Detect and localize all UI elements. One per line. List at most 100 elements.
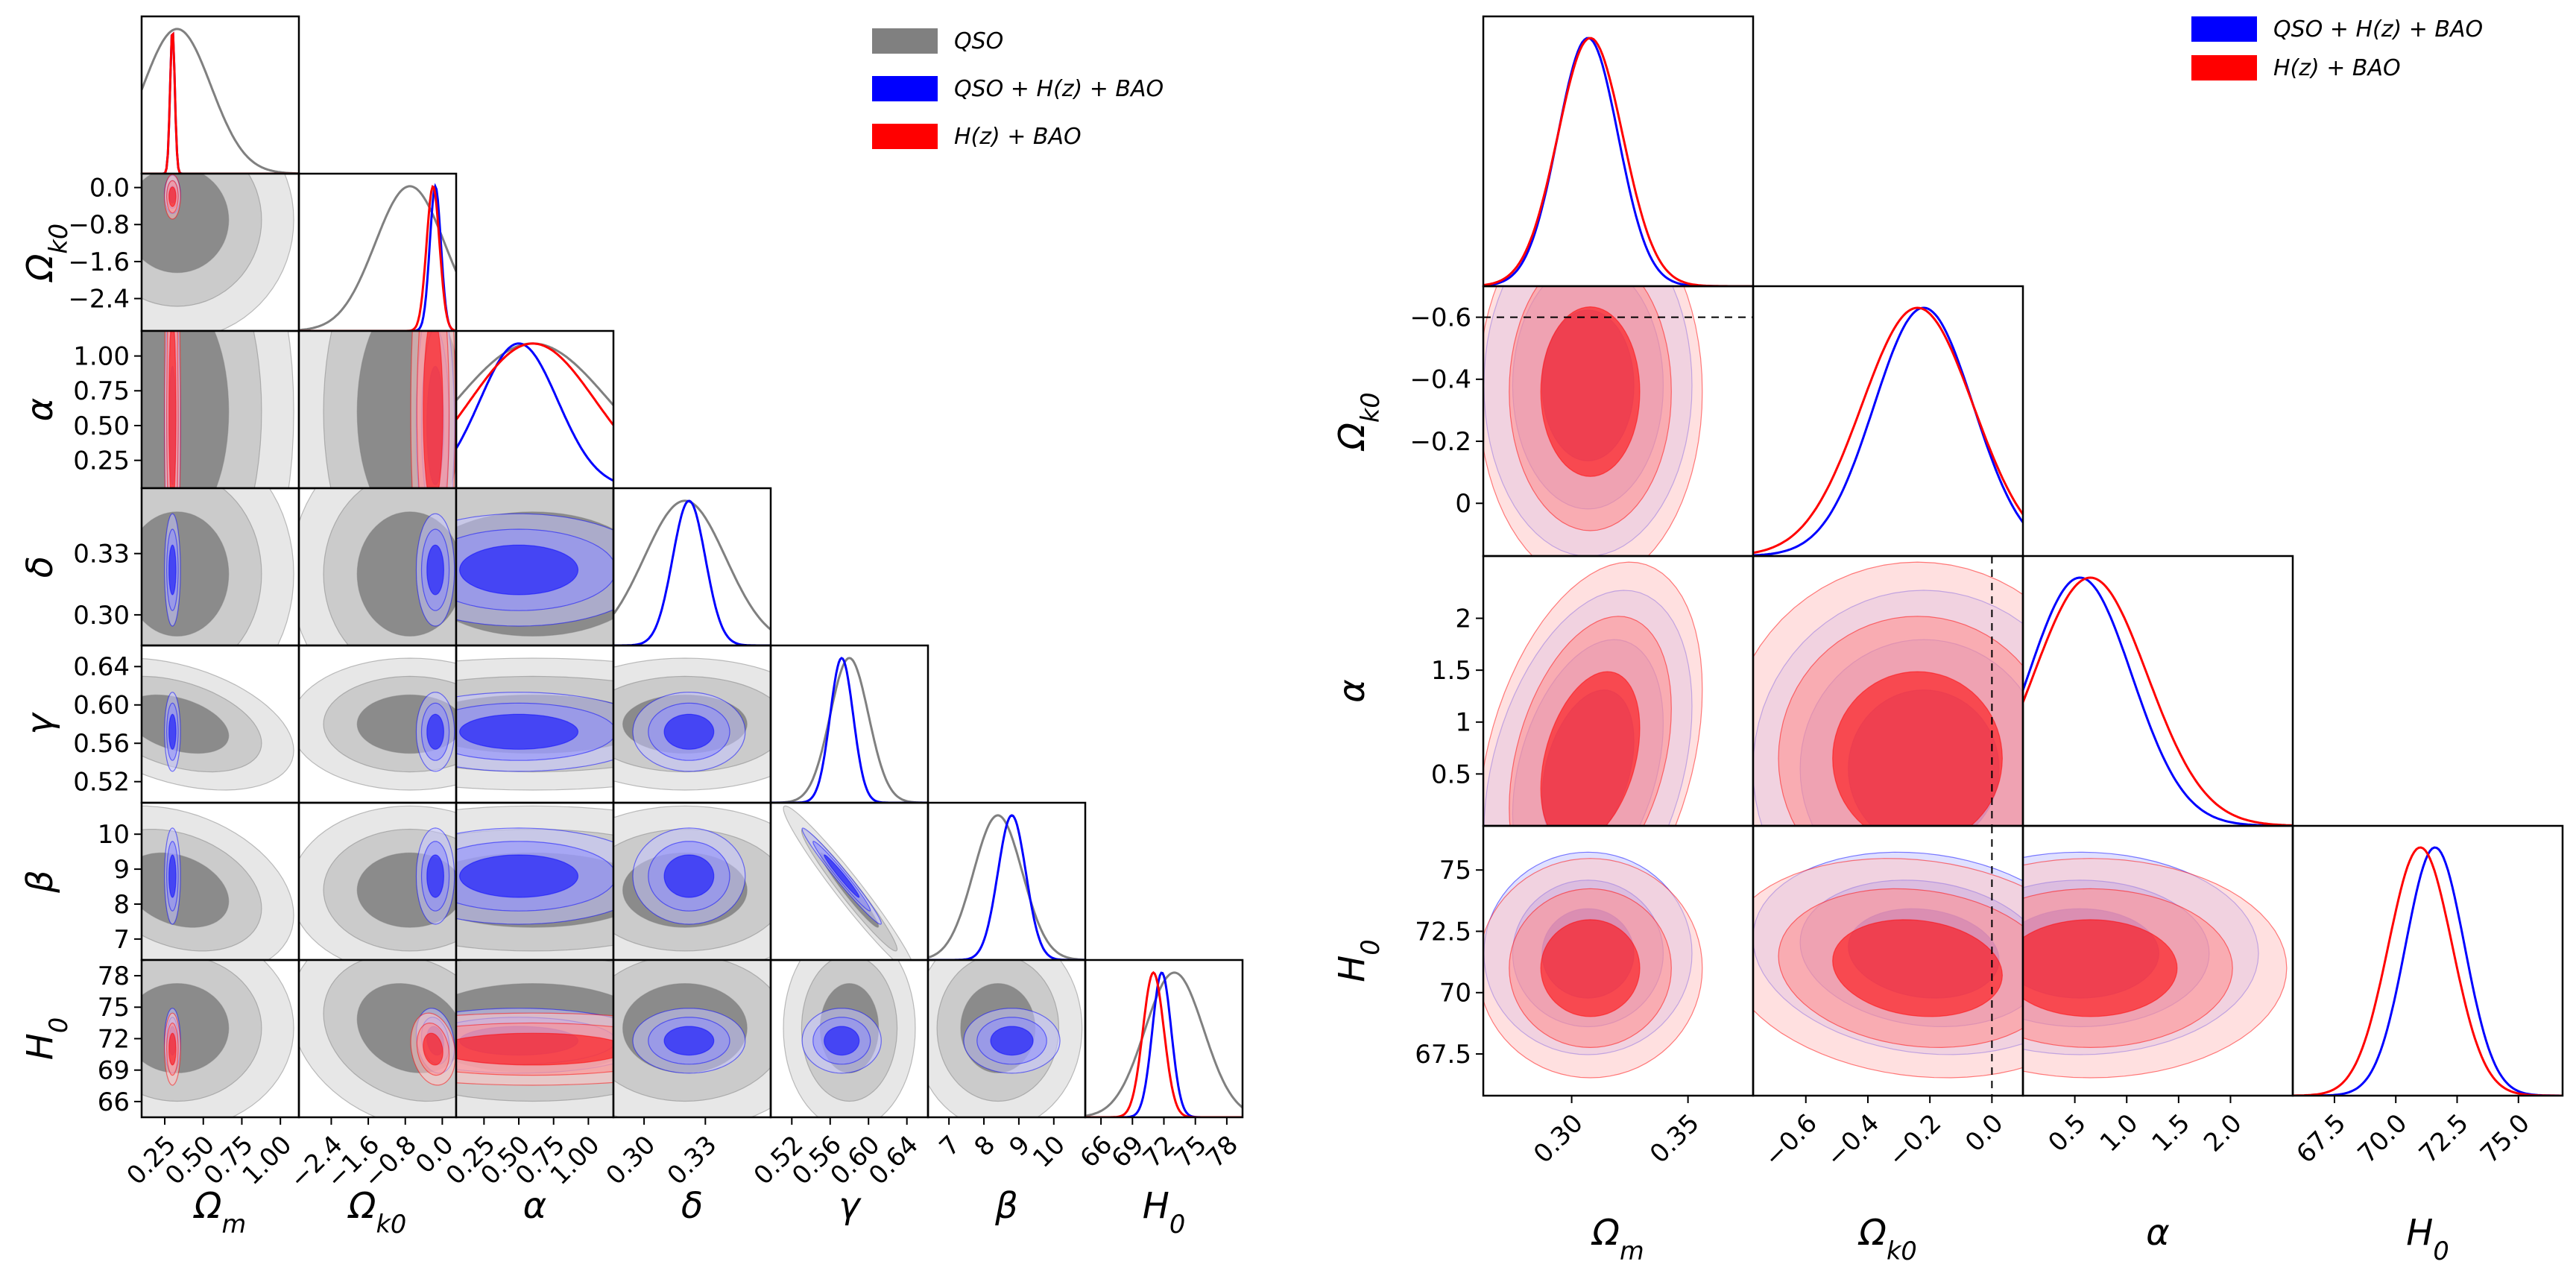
marginal-qso: [613, 499, 771, 631]
panel-om-om: [1482, 15, 1755, 288]
legend-label: QSO + H(z) + BAO: [2273, 16, 2483, 42]
y-axis-label-ok: Ωk0: [1331, 392, 1385, 452]
panel-ga-om: 0.52 0.56 0.60 0.64: [73, 644, 300, 804]
marginal-hzbao: [2023, 576, 2293, 826]
contour-hzbao-1sigma: [168, 1032, 177, 1066]
panel-h0-be: 7 8 910: [926, 959, 1087, 1174]
panel-h0-ok: −2.4−1.6−0.80.0: [284, 959, 460, 1195]
panel-be-ok: [297, 801, 458, 962]
panel-be-be: [926, 801, 1087, 962]
marginal-qso: [456, 342, 613, 406]
contour-qsohzbao-1sigma: [824, 854, 860, 898]
x-tick-label: 75.0: [2475, 1108, 2536, 1169]
x-tick-label: 8: [969, 1130, 1002, 1163]
panel-om-om: [140, 15, 300, 175]
contour-qsohzbao-1sigma: [426, 713, 445, 750]
panel-al-om: 0.25 0.50 0.75 1.00: [73, 329, 300, 490]
contour-qsohzbao-1sigma: [426, 854, 445, 898]
marginal-qsohzbao: [928, 814, 1085, 960]
y-tick-label: 0.33: [73, 540, 130, 569]
contour-qsohzbao-1sigma: [990, 1026, 1034, 1056]
marginal-hzbao: [1753, 306, 2023, 555]
y-axis-label-h0: H0: [19, 1017, 73, 1060]
x-tick-label: 72.5: [2414, 1108, 2475, 1169]
x-axis-label-ok: Ωk0: [1857, 1212, 1917, 1266]
panel-ok-om: 0 −0.2 −0.4 −0.6: [1409, 285, 1755, 558]
marginal-qsohzbao: [1085, 971, 1243, 1117]
contour-hzbao-1sigma: [456, 1032, 613, 1066]
contour-qsohzbao-1sigma: [458, 854, 579, 898]
marginal-qsohzbao: [456, 342, 613, 482]
panel-frame: [612, 487, 772, 647]
y-tick-label: 0.75: [73, 376, 130, 406]
panel-be-om: 7 8 9 10: [98, 801, 300, 962]
marginal-hzbao: [456, 342, 613, 426]
panel-de-de: [612, 487, 772, 647]
y-tick-label: 10: [98, 820, 130, 850]
panel-ok-om: −2.4 −1.6 −0.8 0.0: [68, 172, 300, 332]
x-tick-label: 1.0: [2094, 1108, 2144, 1158]
y-tick-label: 0.56: [73, 729, 130, 759]
panel-frame: [769, 644, 929, 804]
marginal-qso: [928, 814, 1085, 960]
panel-al-ok: [1752, 555, 2024, 827]
panel-h0-ok: −0.6−0.4−0.2 0.0: [1752, 824, 2024, 1173]
contour-qso-1sigma: [142, 694, 230, 754]
contour-qso-1sigma: [142, 511, 230, 637]
contour-qsohzbao-1sigma: [663, 854, 715, 898]
panel-h0-ga: 0.520.560.600.64: [748, 959, 929, 1191]
y-tick-label: 66: [98, 1087, 130, 1117]
y-tick-label: 70: [1439, 979, 1471, 1008]
panel-frame: [2291, 824, 2564, 1097]
legend-swatch: [2191, 55, 2257, 80]
y-axis-label-be: β: [19, 870, 61, 894]
panel-ga-ok: [297, 644, 458, 804]
marginal-qso: [771, 657, 928, 803]
contour-qso-1sigma: [142, 982, 230, 1073]
panel-frame: [1752, 285, 2024, 558]
panel-h0-om: 0.30 0.35 67.5 70 72.5 75: [1415, 824, 1755, 1169]
y-tick-label: 72.5: [1415, 917, 1471, 947]
y-tick-label: 1.00: [73, 342, 130, 372]
y-axis-label-h0: H0: [1331, 939, 1385, 982]
panel-ga-al: [455, 644, 615, 804]
y-axis-label-al: α: [19, 398, 61, 422]
y-tick-label: 0.60: [73, 691, 130, 721]
legend-label: QSO: [954, 28, 1003, 54]
legend-swatch: [872, 124, 938, 149]
contour-hzbao-1sigma: [168, 331, 177, 488]
y-tick-label: 0.52: [73, 768, 130, 798]
y-tick-label: 0.5: [1431, 760, 1471, 789]
x-tick-label: 2.0: [2198, 1108, 2248, 1158]
x-tick-label: 78: [1200, 1130, 1244, 1174]
y-axis-label-de: δ: [19, 556, 61, 578]
marginal-hzbao: [1483, 37, 1753, 286]
x-axis-label-de: δ: [681, 1185, 703, 1227]
x-tick-label: 1.5: [2147, 1108, 2197, 1158]
contour-hzbao-1sigma: [1540, 671, 1641, 826]
contour-qsohzbao-1sigma: [426, 544, 445, 596]
contour-hzbao-1sigma: [1540, 919, 1641, 1017]
x-tick-label: 0.30: [600, 1130, 661, 1191]
legend-swatch: [2191, 16, 2257, 42]
y-tick-label: 9: [113, 855, 130, 885]
y-tick-label: 0.64: [73, 652, 130, 682]
panel-al-al: [2021, 555, 2294, 827]
marginal-qsohzbao: [2293, 846, 2563, 1096]
contour-hzbao-1sigma: [1832, 919, 2004, 1017]
panel-be-de: [612, 801, 772, 962]
x-tick-label: 0.35: [1644, 1108, 1705, 1169]
x-axis-label-om: Ωm: [193, 1185, 246, 1239]
x-axis-label-h0: H0: [2406, 1212, 2449, 1266]
contour-qsohzbao-1sigma: [824, 1026, 860, 1056]
y-tick-label: 0.30: [73, 601, 130, 631]
marginal-hzbao: [142, 31, 299, 174]
marginal-qso: [142, 28, 299, 174]
y-axis-label-ok: Ωk0: [19, 224, 73, 283]
legend-swatch: [872, 28, 938, 54]
marginal-qsohzbao: [142, 31, 299, 174]
legend: QSO QSO + H(z) + BAO H(z) + BAO: [872, 28, 1164, 150]
contour-qsohzbao-1sigma: [168, 544, 177, 596]
